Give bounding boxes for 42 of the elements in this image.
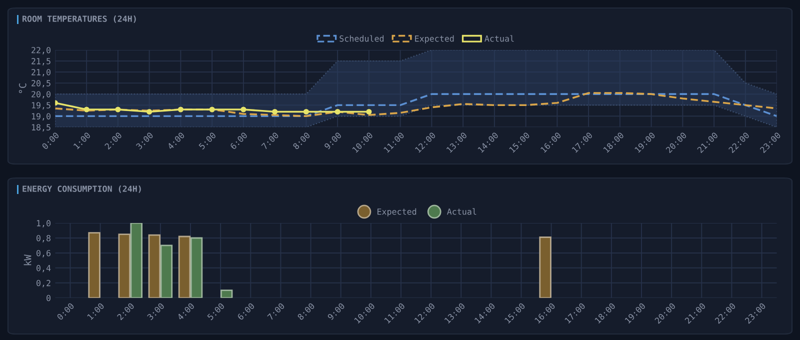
legend-label: Scheduled	[340, 35, 384, 42]
chart-title: ENERGY CONSUMPTION (24H)	[22, 185, 141, 193]
point	[272, 108, 278, 114]
y-tick-label: 19,0	[32, 113, 50, 120]
legend-label: Expected	[378, 208, 416, 216]
y-tick-label: 22,0	[32, 46, 50, 54]
y-tick-label: 18,5	[32, 124, 50, 132]
y-tick-label: 21,5	[32, 58, 50, 66]
point	[115, 106, 121, 112]
legend-label: Expected	[415, 35, 454, 44]
chart-title: ROOM TEMPERATURES (24H)	[22, 15, 136, 23]
legend-label: Actual	[484, 35, 514, 42]
bar	[178, 236, 191, 298]
point	[178, 106, 184, 112]
point	[146, 108, 152, 114]
y-tick-label: 1,0	[36, 220, 50, 228]
bar	[160, 244, 173, 298]
y-tick-label: 0,6	[36, 250, 50, 258]
point	[209, 106, 215, 112]
bar	[148, 234, 161, 298]
y-tick-label: 21,0	[32, 69, 50, 76]
bar	[118, 234, 130, 298]
y-axis-title: kW	[24, 254, 32, 266]
y-tick-label: 19,5	[32, 102, 50, 110]
point	[303, 108, 309, 114]
point	[366, 108, 372, 114]
bar	[190, 237, 203, 298]
y-tick-label: 0,8	[36, 235, 50, 242]
legend-label: Actual	[447, 208, 476, 215]
y-tick-label: 0,2	[36, 280, 50, 288]
bar	[88, 232, 100, 298]
y-tick-label: 20,5	[32, 80, 50, 88]
y-tick-label: 20,0	[32, 91, 50, 98]
bar	[539, 236, 552, 298]
bar	[130, 223, 142, 298]
y-tick-label: 0	[46, 294, 50, 302]
bar	[220, 290, 233, 298]
point	[334, 108, 340, 114]
point	[84, 106, 90, 112]
point	[240, 106, 246, 112]
y-axis-title: °C	[18, 83, 26, 94]
y-tick-label: 0,4	[36, 264, 51, 272]
